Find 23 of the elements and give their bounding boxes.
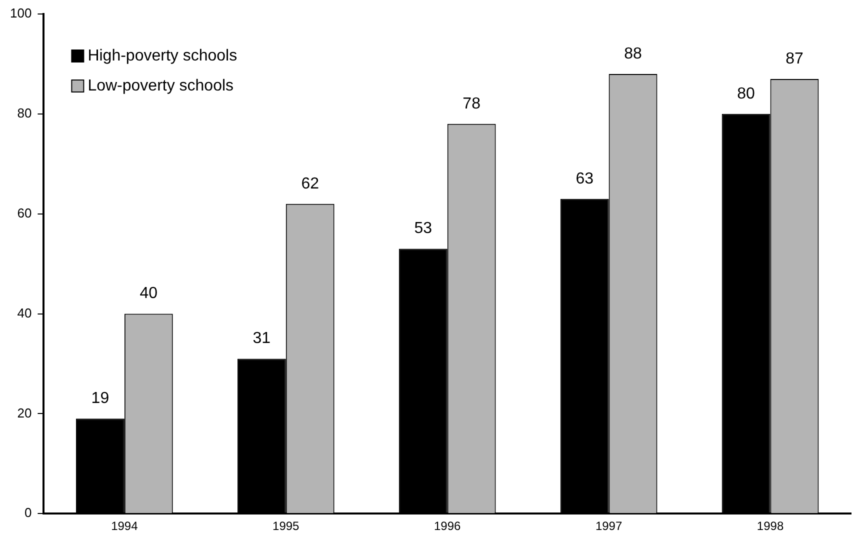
data-label: 87 bbox=[786, 50, 804, 68]
legend-label: High-poverty schools bbox=[88, 47, 238, 64]
y-tick-label: 20 bbox=[17, 405, 32, 420]
x-tick-label: 1995 bbox=[272, 519, 300, 534]
y-tick-label: 40 bbox=[17, 305, 32, 320]
data-label: 53 bbox=[414, 220, 432, 238]
data-label: 19 bbox=[91, 390, 110, 408]
data-label: 31 bbox=[252, 330, 271, 348]
data-label: 63 bbox=[576, 170, 594, 188]
y-tick-label: 60 bbox=[17, 205, 32, 220]
data-label: 88 bbox=[624, 45, 642, 62]
data-label: 80 bbox=[737, 85, 756, 102]
data-label: 40 bbox=[140, 285, 158, 302]
x-tick-label: 1998 bbox=[756, 519, 784, 534]
data-label: 62 bbox=[301, 175, 320, 192]
data-label: 78 bbox=[462, 95, 481, 112]
y-tick-label: 0 bbox=[24, 505, 32, 520]
x-tick-label: 1994 bbox=[111, 519, 138, 534]
x-tick-label: 1997 bbox=[595, 519, 622, 534]
y-tick-label: 100 bbox=[10, 6, 32, 21]
legend-label: Low-poverty schools bbox=[88, 77, 234, 94]
x-tick-label: 1996 bbox=[434, 519, 462, 534]
y-tick-label: 80 bbox=[17, 106, 32, 120]
